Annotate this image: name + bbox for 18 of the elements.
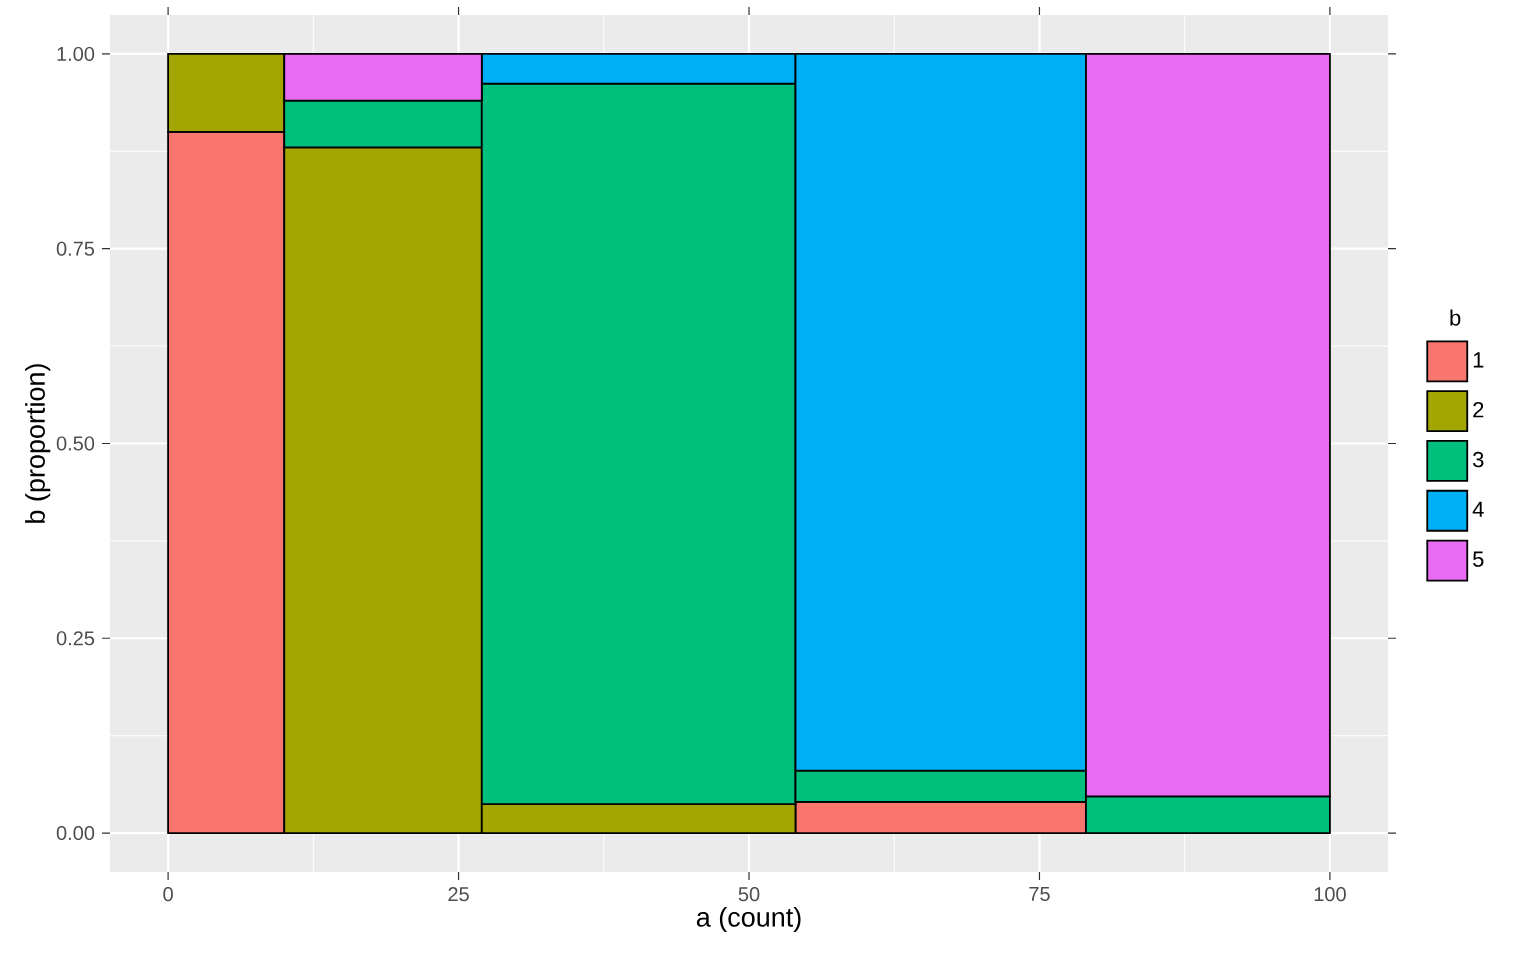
x-tick-label: 100 <box>1314 887 1346 902</box>
x-tick-label: 50 <box>738 887 760 902</box>
y-tick-label: 0.50 <box>56 436 95 451</box>
y-tick-label: 0.00 <box>56 825 95 841</box>
x-tick-label: 0 <box>163 887 173 902</box>
y-tick-label: 1.00 <box>57 46 95 62</box>
y-axis-title: b (proportion) <box>25 364 51 523</box>
x-axis-title: a (count) <box>696 906 801 933</box>
y-tick-label: 0.75 <box>56 241 95 256</box>
x-tick-label: 75 <box>1029 887 1050 902</box>
legend-label: 4 <box>1472 501 1484 517</box>
legend-label: 5 <box>1473 551 1484 567</box>
x-tick-label: 25 <box>448 887 469 902</box>
y-tick-label: 0.25 <box>56 631 95 646</box>
legend-label: 3 <box>1473 451 1484 468</box>
legend-title: b <box>1450 309 1461 326</box>
legend-label: 2 <box>1473 402 1484 418</box>
legend-label: 1 <box>1473 352 1484 368</box>
